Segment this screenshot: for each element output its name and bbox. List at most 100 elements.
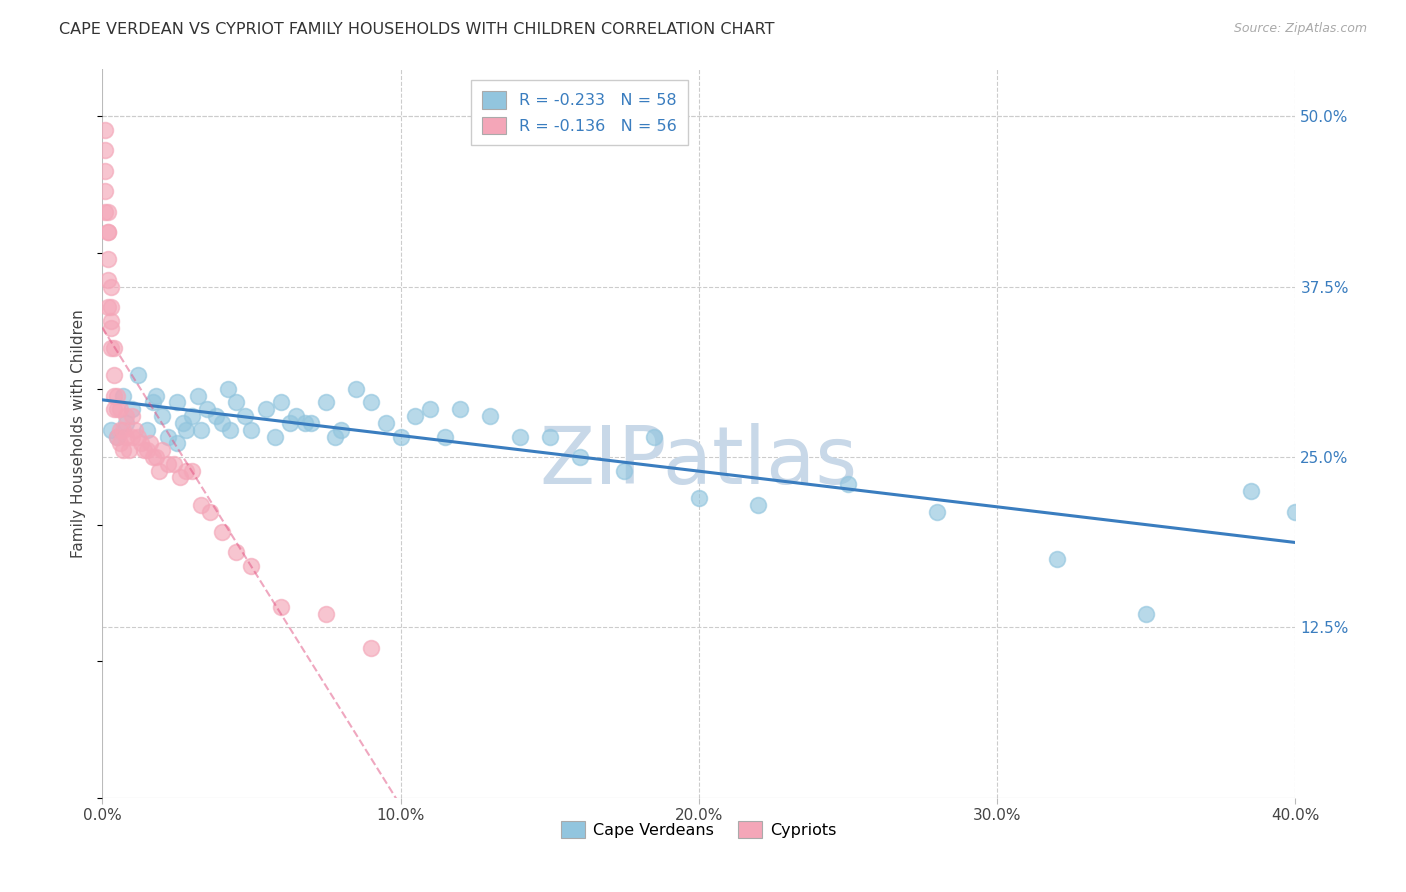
Point xyxy=(927,504,949,518)
Point xyxy=(103,341,125,355)
Point xyxy=(419,402,441,417)
Text: ZIPatlas: ZIPatlas xyxy=(540,424,858,501)
Point xyxy=(150,443,173,458)
Text: Source: ZipAtlas.com: Source: ZipAtlas.com xyxy=(1233,22,1367,36)
Point xyxy=(108,423,131,437)
Point xyxy=(112,423,135,437)
Point xyxy=(479,409,502,423)
Point xyxy=(103,402,125,417)
Point xyxy=(270,599,292,614)
Point xyxy=(100,341,122,355)
Point xyxy=(148,464,170,478)
Point xyxy=(100,314,122,328)
Point xyxy=(211,416,233,430)
Point xyxy=(240,559,263,574)
Point xyxy=(112,389,135,403)
Point xyxy=(166,436,188,450)
Point xyxy=(103,389,125,403)
Legend: Cape Verdeans, Cypriots: Cape Verdeans, Cypriots xyxy=(555,814,842,845)
Point xyxy=(264,429,287,443)
Point xyxy=(538,429,561,443)
Point xyxy=(139,436,162,450)
Point xyxy=(94,163,117,178)
Y-axis label: Family Households with Children: Family Households with Children xyxy=(72,309,86,558)
Point xyxy=(103,368,125,383)
Point xyxy=(235,409,257,423)
Point xyxy=(270,395,292,409)
Point xyxy=(198,504,221,518)
Point xyxy=(127,429,149,443)
Point xyxy=(105,429,128,443)
Point xyxy=(344,382,367,396)
Point xyxy=(613,464,636,478)
Point xyxy=(174,423,197,437)
Point xyxy=(240,423,263,437)
Point xyxy=(1046,552,1069,566)
Point xyxy=(195,402,218,417)
Point xyxy=(100,320,122,334)
Point xyxy=(278,416,301,430)
Point xyxy=(389,429,412,443)
Point xyxy=(1135,607,1157,621)
Point xyxy=(94,184,117,198)
Point xyxy=(127,368,149,383)
Point xyxy=(211,524,233,539)
Point xyxy=(105,429,128,443)
Point xyxy=(121,402,143,417)
Point xyxy=(323,429,346,443)
Point xyxy=(1240,484,1263,499)
Point xyxy=(190,423,212,437)
Point xyxy=(105,402,128,417)
Point xyxy=(254,402,277,417)
Point xyxy=(124,423,146,437)
Point xyxy=(132,443,155,458)
Point xyxy=(115,409,138,423)
Point xyxy=(156,457,179,471)
Point xyxy=(225,395,247,409)
Point xyxy=(225,545,247,559)
Point xyxy=(1284,504,1306,518)
Point xyxy=(100,279,122,293)
Point xyxy=(145,450,167,464)
Point xyxy=(688,491,710,505)
Point xyxy=(97,204,120,219)
Point xyxy=(97,225,120,239)
Point xyxy=(100,300,122,314)
Point xyxy=(150,409,173,423)
Point xyxy=(163,457,186,471)
Point xyxy=(315,395,337,409)
Point xyxy=(105,389,128,403)
Point xyxy=(121,429,143,443)
Point xyxy=(121,409,143,423)
Point xyxy=(434,429,457,443)
Point xyxy=(204,409,226,423)
Point xyxy=(94,204,117,219)
Point xyxy=(568,450,591,464)
Text: CAPE VERDEAN VS CYPRIOT FAMILY HOUSEHOLDS WITH CHILDREN CORRELATION CHART: CAPE VERDEAN VS CYPRIOT FAMILY HOUSEHOLD… xyxy=(59,22,775,37)
Point xyxy=(180,464,202,478)
Point xyxy=(837,477,859,491)
Point xyxy=(115,429,138,443)
Point xyxy=(112,443,135,458)
Point xyxy=(449,402,471,417)
Point xyxy=(118,443,141,458)
Point xyxy=(190,498,212,512)
Point xyxy=(509,429,531,443)
Point xyxy=(187,389,209,403)
Point xyxy=(156,429,179,443)
Point xyxy=(169,470,191,484)
Point xyxy=(360,395,382,409)
Point xyxy=(285,409,308,423)
Point xyxy=(94,144,117,158)
Point xyxy=(94,123,117,137)
Point xyxy=(374,416,396,430)
Point xyxy=(166,395,188,409)
Point xyxy=(315,607,337,621)
Point xyxy=(142,395,165,409)
Point xyxy=(294,416,316,430)
Point xyxy=(97,300,120,314)
Point xyxy=(108,402,131,417)
Point xyxy=(142,450,165,464)
Point xyxy=(217,382,239,396)
Point xyxy=(129,436,152,450)
